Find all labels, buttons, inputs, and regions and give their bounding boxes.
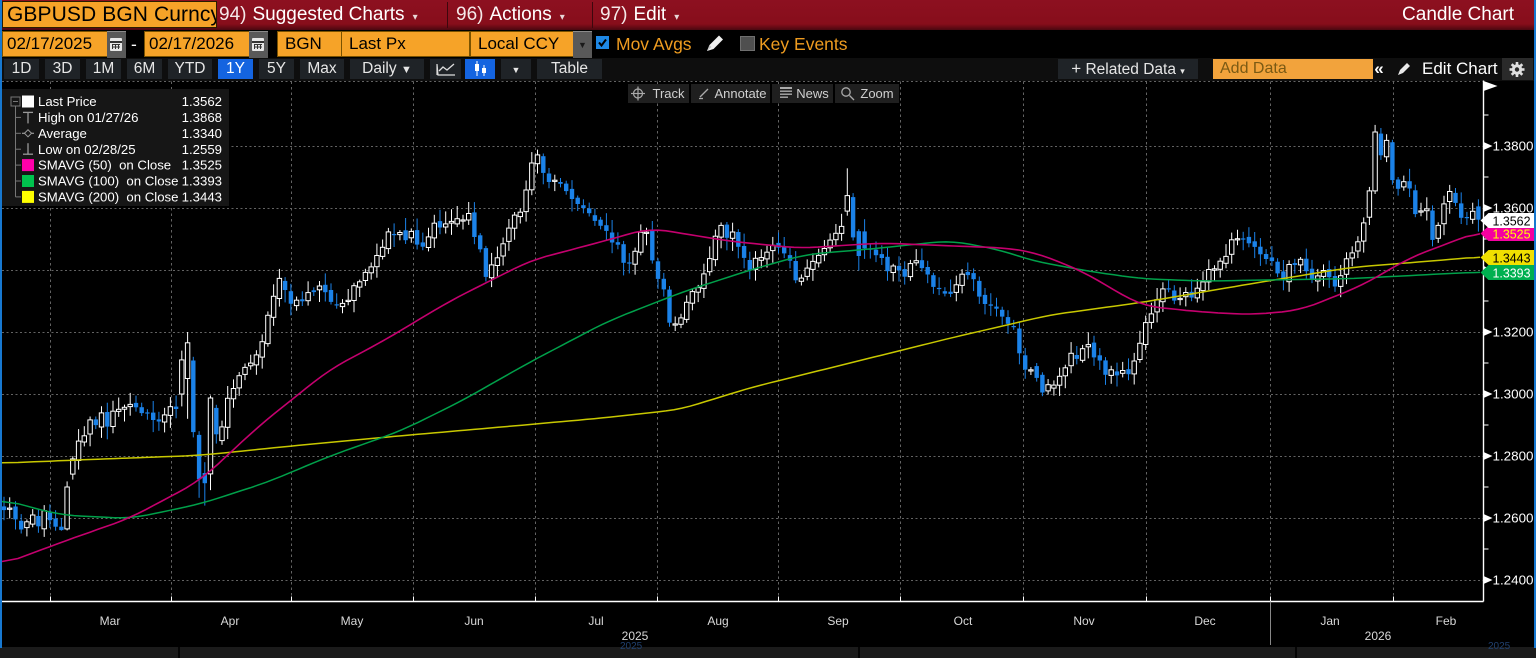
svg-text:1.3340: 1.3340 xyxy=(182,126,222,141)
svg-text:Zoom: Zoom xyxy=(860,86,893,101)
svg-text:Last Price: Last Price xyxy=(38,94,97,109)
svg-text:1.3562: 1.3562 xyxy=(1493,214,1531,229)
svg-text:Jul: Jul xyxy=(588,614,603,628)
svg-text:Average: Average xyxy=(38,126,87,141)
svg-text:1.3800: 1.3800 xyxy=(1493,139,1534,154)
svg-text:1.3393: 1.3393 xyxy=(1493,266,1531,281)
svg-text:Apr: Apr xyxy=(221,614,240,628)
svg-text:2026: 2026 xyxy=(1365,629,1392,643)
svg-text:Sep: Sep xyxy=(827,614,849,628)
svg-text:1.2600: 1.2600 xyxy=(1493,511,1534,526)
svg-text:Jan: Jan xyxy=(1320,614,1339,628)
svg-text:News: News xyxy=(796,86,829,101)
svg-text:SMAVG (100) on Close: SMAVG (100) on Close xyxy=(38,174,178,189)
svg-text:May: May xyxy=(341,614,364,628)
svg-text:Jun: Jun xyxy=(464,614,483,628)
svg-text:Track: Track xyxy=(652,86,685,101)
svg-text:High on 01/27/26: High on 01/27/26 xyxy=(38,110,138,125)
svg-text:1.2400: 1.2400 xyxy=(1493,573,1534,588)
svg-text:1.3525: 1.3525 xyxy=(1493,227,1531,242)
svg-text:Feb: Feb xyxy=(1436,614,1457,628)
svg-text:1.3443: 1.3443 xyxy=(1493,251,1531,266)
svg-text:Oct: Oct xyxy=(954,614,973,628)
svg-text:1.3600: 1.3600 xyxy=(1493,201,1534,216)
svg-text:Low on 02/28/25: Low on 02/28/25 xyxy=(38,142,136,157)
svg-text:1.3393: 1.3393 xyxy=(182,174,222,189)
svg-text:1.2559: 1.2559 xyxy=(182,142,222,157)
svg-text:Nov: Nov xyxy=(1073,614,1094,628)
svg-text:1.3000: 1.3000 xyxy=(1493,387,1534,402)
svg-text:1.3525: 1.3525 xyxy=(182,158,222,173)
svg-text:1.3868: 1.3868 xyxy=(182,110,222,125)
svg-text:SMAVG (50) on Close: SMAVG (50) on Close xyxy=(38,158,171,173)
svg-text:Aug: Aug xyxy=(707,614,728,628)
svg-text:SMAVG (200) on Close: SMAVG (200) on Close xyxy=(38,190,178,205)
svg-text:2025: 2025 xyxy=(622,629,649,643)
svg-text:Annotate: Annotate xyxy=(714,86,766,101)
svg-text:Mar: Mar xyxy=(100,614,121,628)
svg-text:1.3443: 1.3443 xyxy=(182,190,222,205)
svg-text:1.3562: 1.3562 xyxy=(182,94,222,109)
svg-text:1.3200: 1.3200 xyxy=(1493,325,1534,340)
svg-text:1.2800: 1.2800 xyxy=(1493,449,1534,464)
svg-text:Dec: Dec xyxy=(1194,614,1215,628)
